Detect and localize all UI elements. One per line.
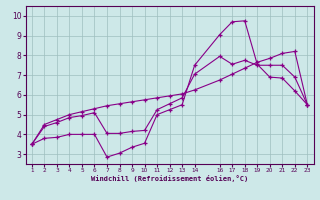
X-axis label: Windchill (Refroidissement éolien,°C): Windchill (Refroidissement éolien,°C) bbox=[91, 175, 248, 182]
